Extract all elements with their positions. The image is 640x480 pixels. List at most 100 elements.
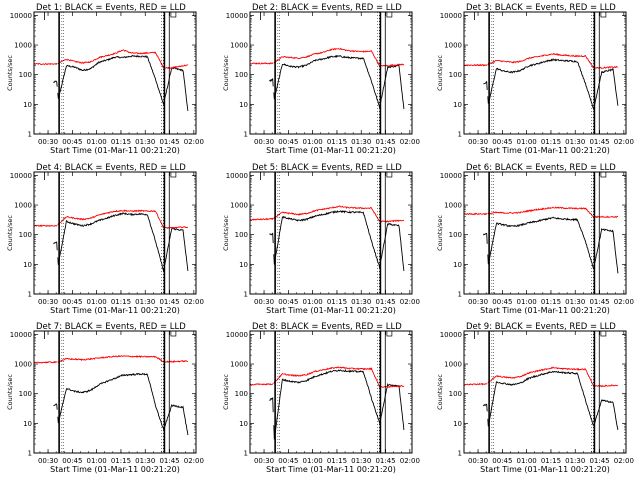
x-tick-label: 02:00 [614,138,634,146]
x-tick-label: 01:00 [517,298,537,306]
series-line-events [53,372,189,436]
plot-frame [33,171,197,295]
y-tick-label: 1 [28,450,32,458]
y-tick-label: 10000 [10,172,32,180]
y-tick-label: 1 [244,131,248,139]
y-tick-label: 10 [239,420,248,428]
y-tick-label: 1 [28,291,32,299]
y-tick-label: 1 [244,291,248,299]
x-tick-label: 00:45 [492,138,512,146]
panel-title: Det 7: BLACK = Events, RED = LLD [36,322,186,332]
x-axis-label: Start Time (01-Mar-11 00:21:20) [480,306,610,315]
series-line-events [53,54,189,111]
x-tick-label: 01:30 [135,138,155,146]
x-tick-label: 01:30 [135,298,155,306]
series-line-lld [463,206,619,219]
series-line-events [269,54,405,109]
y-tick-label: 10 [453,261,462,269]
x-axis-label: Start Time (01-Mar-11 00:21:20) [50,146,180,155]
y-tick-label: 1000 [444,361,462,369]
x-tick-label: 01:30 [135,457,155,465]
x-tick-label: 00:30 [38,457,58,465]
x-tick-label: 01:15 [327,457,347,465]
y-tick-label: 10000 [440,331,462,339]
x-tick-label: 02:00 [184,138,204,146]
x-tick-label: 01:45 [375,138,395,146]
x-axis-label: Start Time (01-Mar-11 00:21:20) [480,146,610,155]
x-tick-label: 02:00 [400,457,420,465]
x-axis-label: Start Time (01-Mar-11 00:21:20) [50,306,180,315]
x-tick-label: 01:45 [159,138,179,146]
x-tick-label: 01:30 [351,138,371,146]
x-tick-label: 00:45 [62,457,82,465]
y-tick-label: 10 [23,261,32,269]
x-tick-label: 01:45 [589,457,609,465]
plot-frame [249,330,413,454]
x-tick-label: 00:30 [38,138,58,146]
x-tick-label: 01:00 [517,457,537,465]
flag-marker [170,11,177,18]
detector-panel-6: Det 6: BLACK = Events, RED = LLD 1 10 100 10… [436,163,634,315]
x-tick-label: 01:15 [541,298,561,306]
x-tick-label: 01:30 [565,298,585,306]
x-tick-label: 01:30 [565,457,585,465]
y-tick-label: 1000 [14,42,32,50]
series-line-lld [249,366,405,389]
x-axis-label: Start Time (01-Mar-11 00:21:20) [266,465,396,474]
flag-marker [600,330,607,337]
x-tick-label: 00:45 [62,138,82,146]
x-tick-label: 01:30 [565,138,585,146]
x-tick-label: 00:30 [468,138,488,146]
plot-frame [33,330,197,454]
series-line-lld [34,354,189,364]
plot-frame [463,11,627,135]
panel-title: Det 3: BLACK = Events, RED = LLD [466,3,616,13]
plot-frame [249,171,413,295]
y-tick-label: 100 [449,231,462,239]
plot-frame [463,330,627,454]
x-tick-label: 00:45 [62,298,82,306]
y-axis-label: Counts/sec [6,215,14,251]
panel-title: Det 5: BLACK = Events, RED = LLD [252,163,402,173]
y-tick-label: 1000 [14,202,32,210]
y-tick-label: 100 [449,390,462,398]
x-tick-label: 02:00 [400,138,420,146]
series-line-events [483,370,619,430]
x-tick-label: 02:00 [400,298,420,306]
detector-panel-7: Det 7: BLACK = Events, RED = LLD 1 10 100 10… [6,322,204,474]
x-tick-label: 00:30 [38,298,58,306]
y-tick-label: 10000 [226,331,248,339]
panel-title: Det 1: BLACK = Events, RED = LLD [36,3,186,13]
x-axis-label: Start Time (01-Mar-11 00:21:20) [266,146,396,155]
x-tick-label: 00:30 [468,457,488,465]
series-line-lld [250,47,405,67]
x-tick-label: 01:15 [111,138,131,146]
detector-panel-3: Det 3: BLACK = Events, RED = LLD 1 10 100 10… [436,3,634,155]
y-axis-label: Counts/sec [6,55,14,91]
y-tick-label: 1000 [230,42,248,50]
detector-panel-8: Det 8: BLACK = Events, RED = LLD 1 10 100 10… [222,322,420,474]
y-axis-label: Counts/sec [222,55,230,91]
plot-frame [249,11,413,135]
x-tick-label: 02:00 [184,298,204,306]
x-tick-label: 01:15 [541,457,561,465]
series-line-events [269,210,405,271]
flag-marker [170,330,177,337]
flag-marker [386,330,393,337]
x-tick-label: 00:45 [278,138,298,146]
x-tick-label: 01:45 [159,457,179,465]
x-tick-label: 00:45 [492,298,512,306]
x-tick-label: 00:30 [468,298,488,306]
y-tick-label: 1000 [230,361,248,369]
x-tick-label: 00:45 [278,298,298,306]
y-tick-label: 1 [458,131,462,139]
x-tick-label: 01:15 [541,138,561,146]
x-tick-label: 00:45 [278,457,298,465]
y-tick-label: 10 [239,101,248,109]
x-tick-label: 01:00 [303,298,323,306]
x-axis-label: Start Time (01-Mar-11 00:21:20) [480,465,610,474]
y-tick-label: 10 [453,420,462,428]
y-tick-label: 100 [449,71,462,79]
x-tick-label: 01:00 [87,457,107,465]
